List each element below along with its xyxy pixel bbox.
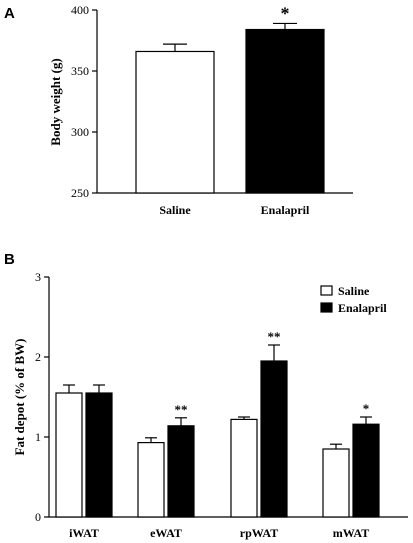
panel-b-category-label: rpWAT: [240, 526, 278, 540]
panel-a-bar-saline: [135, 50, 215, 194]
panel-b-bar-iwat-saline: [55, 392, 83, 518]
panel-a-y-tick-label: 350: [71, 64, 89, 78]
panel-b-bar-ewat-enalapril: [167, 425, 195, 518]
panel-a: A Body weight (g) 250 300 350 400 Saline Enal…: [4, 3, 353, 217]
panel-b-y-tick-label: 2: [35, 350, 41, 364]
panel-b-y-tick-label: 1: [35, 430, 41, 444]
panel-a-category-label: Enalapril: [261, 203, 310, 217]
panel-b-category-label: iWAT: [69, 526, 99, 540]
panel-a-marks: 250 300 350 400 Saline Enalapril *: [71, 3, 325, 217]
panel-b-significance-marker: *: [363, 401, 370, 416]
panel-b-bar-iwat-enalapril: [85, 392, 113, 518]
panel-b-label: B: [4, 251, 15, 268]
legend: Saline Enalapril: [320, 284, 387, 315]
panel-b-bar-mwat-saline: [322, 448, 350, 518]
panel-b-significance-marker: **: [175, 402, 188, 417]
panel-a-y-axis-title: Body weight (g): [48, 58, 63, 145]
panel-b: B Fat depot (% of BW) 0 1 2 3 iWAT ** eWAT ** rp…: [4, 251, 408, 540]
panel-b-category-label: mWAT: [333, 526, 369, 540]
panel-a-category-label: Saline: [159, 203, 191, 217]
panel-a-label: A: [4, 5, 15, 22]
panel-a-significance-marker: *: [281, 3, 290, 23]
panel-b-y-tick-label: 0: [35, 510, 41, 524]
panel-b-category-label: eWAT: [150, 526, 182, 540]
legend-swatch-saline: [320, 285, 333, 296]
panel-a-bar-enalapril: [245, 28, 325, 194]
legend-swatch-enalapril: [320, 302, 333, 313]
panel-a-y-tick-label: 300: [71, 125, 89, 139]
panel-b-marks: 0 1 2 3 iWAT ** eWAT ** rpWAT * mWAT: [35, 270, 380, 540]
panel-b-bar-rpwat-saline: [230, 418, 258, 518]
legend-label-enalapril: Enalapril: [338, 301, 387, 315]
panel-b-bar-rpwat-enalapril: [260, 360, 288, 518]
panel-a-y-tick-label: 400: [71, 3, 89, 17]
panel-b-y-axis-title: Fat depot (% of BW): [12, 339, 27, 456]
legend-label-saline: Saline: [338, 284, 370, 298]
panel-b-y-tick-label: 3: [35, 270, 41, 284]
panel-a-y-tick-label: 250: [71, 186, 89, 200]
panel-b-significance-marker: **: [268, 329, 281, 344]
panel-b-bar-mwat-enalapril: [352, 423, 380, 518]
panel-b-bar-ewat-saline: [137, 442, 165, 518]
